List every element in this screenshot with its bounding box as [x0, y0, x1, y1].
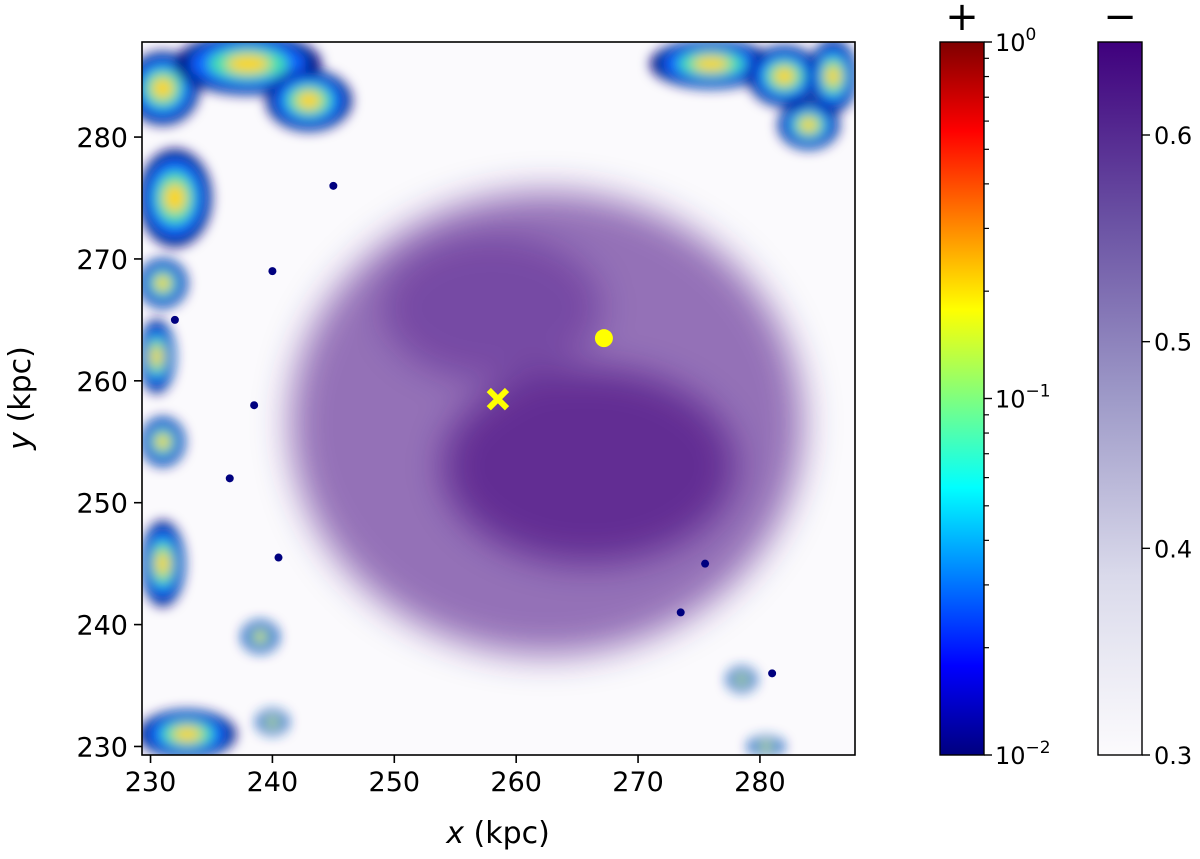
marker-layer	[486, 329, 613, 411]
positive-speck	[676, 608, 685, 617]
colorbar-negative-tick-label: 0.5	[1154, 329, 1192, 357]
y-tick-label: 270	[76, 245, 128, 276]
colorbar-negative-tick-label: 0.3	[1154, 742, 1192, 770]
x-tick-label: 240	[247, 767, 299, 798]
colorbar-positive-tick-label: 100	[995, 25, 1036, 57]
x-axis-label: x (kpc)	[445, 816, 550, 851]
colorbar-positive	[939, 41, 985, 756]
x-marker	[486, 387, 510, 411]
positive-speck	[329, 181, 338, 190]
y-tick-label: 280	[76, 123, 128, 154]
positive-region	[778, 100, 840, 150]
positive-region	[650, 42, 773, 89]
y-tick-label: 240	[76, 611, 128, 642]
positive-region	[142, 521, 185, 607]
colorbar-negative	[1097, 41, 1143, 756]
positive-speck	[768, 669, 777, 678]
colorbar-positive-sign: +	[945, 0, 979, 40]
density-blob	[382, 234, 602, 381]
y-tick-label: 260	[76, 367, 128, 398]
circle-marker	[594, 329, 613, 348]
density-blob	[443, 368, 736, 564]
y-axis-ticks: 230 240 250 260 270 280	[76, 123, 142, 763]
positive-speck	[225, 474, 234, 483]
positive-speck	[250, 401, 259, 410]
positive-region	[808, 42, 855, 113]
colorbar-negative-sign: −	[1103, 0, 1137, 40]
colorbar-negative-tick-label: 0.4	[1154, 535, 1192, 563]
positive-speck	[170, 315, 179, 324]
x-tick-label: 260	[490, 767, 542, 798]
y-tick-label: 250	[76, 489, 128, 520]
positive-region	[142, 417, 185, 467]
positive-region	[266, 70, 352, 131]
x-axis-ticks: 230 240 250 260 270 280	[125, 755, 786, 798]
positive-region	[142, 258, 188, 308]
colorbar-positive-tick-label: 10−1	[995, 382, 1051, 414]
x-tick-label: 230	[125, 767, 177, 798]
plot-frame	[141, 41, 856, 756]
positive-region	[241, 620, 279, 653]
positive-region	[256, 709, 289, 735]
positive-region	[142, 149, 212, 247]
positive-speck	[268, 267, 277, 276]
y-axis-label: y (kpc)	[3, 346, 38, 451]
positive-region	[747, 45, 821, 107]
positive-region	[142, 709, 236, 755]
positive-contour-layer	[142, 42, 855, 755]
positive-speck	[274, 553, 283, 562]
density-layer	[290, 191, 803, 656]
colorbar-positive-ticks: 100 10−1 10−2	[984, 25, 1051, 770]
colorbar-negative-ticks: 0.6 0.5 0.4 0.3	[1142, 122, 1192, 770]
positive-region	[747, 736, 785, 755]
colorbar-negative-tick-label: 0.6	[1154, 122, 1192, 150]
positive-region	[142, 319, 175, 394]
positive-region	[727, 667, 757, 692]
y-tick-label: 230	[76, 732, 128, 763]
positive-speck	[701, 559, 710, 568]
colorbar-positive-tick-label: 10−2	[995, 738, 1051, 770]
x-tick-label: 250	[369, 767, 421, 798]
x-tick-label: 280	[734, 767, 786, 798]
x-tick-label: 270	[612, 767, 664, 798]
